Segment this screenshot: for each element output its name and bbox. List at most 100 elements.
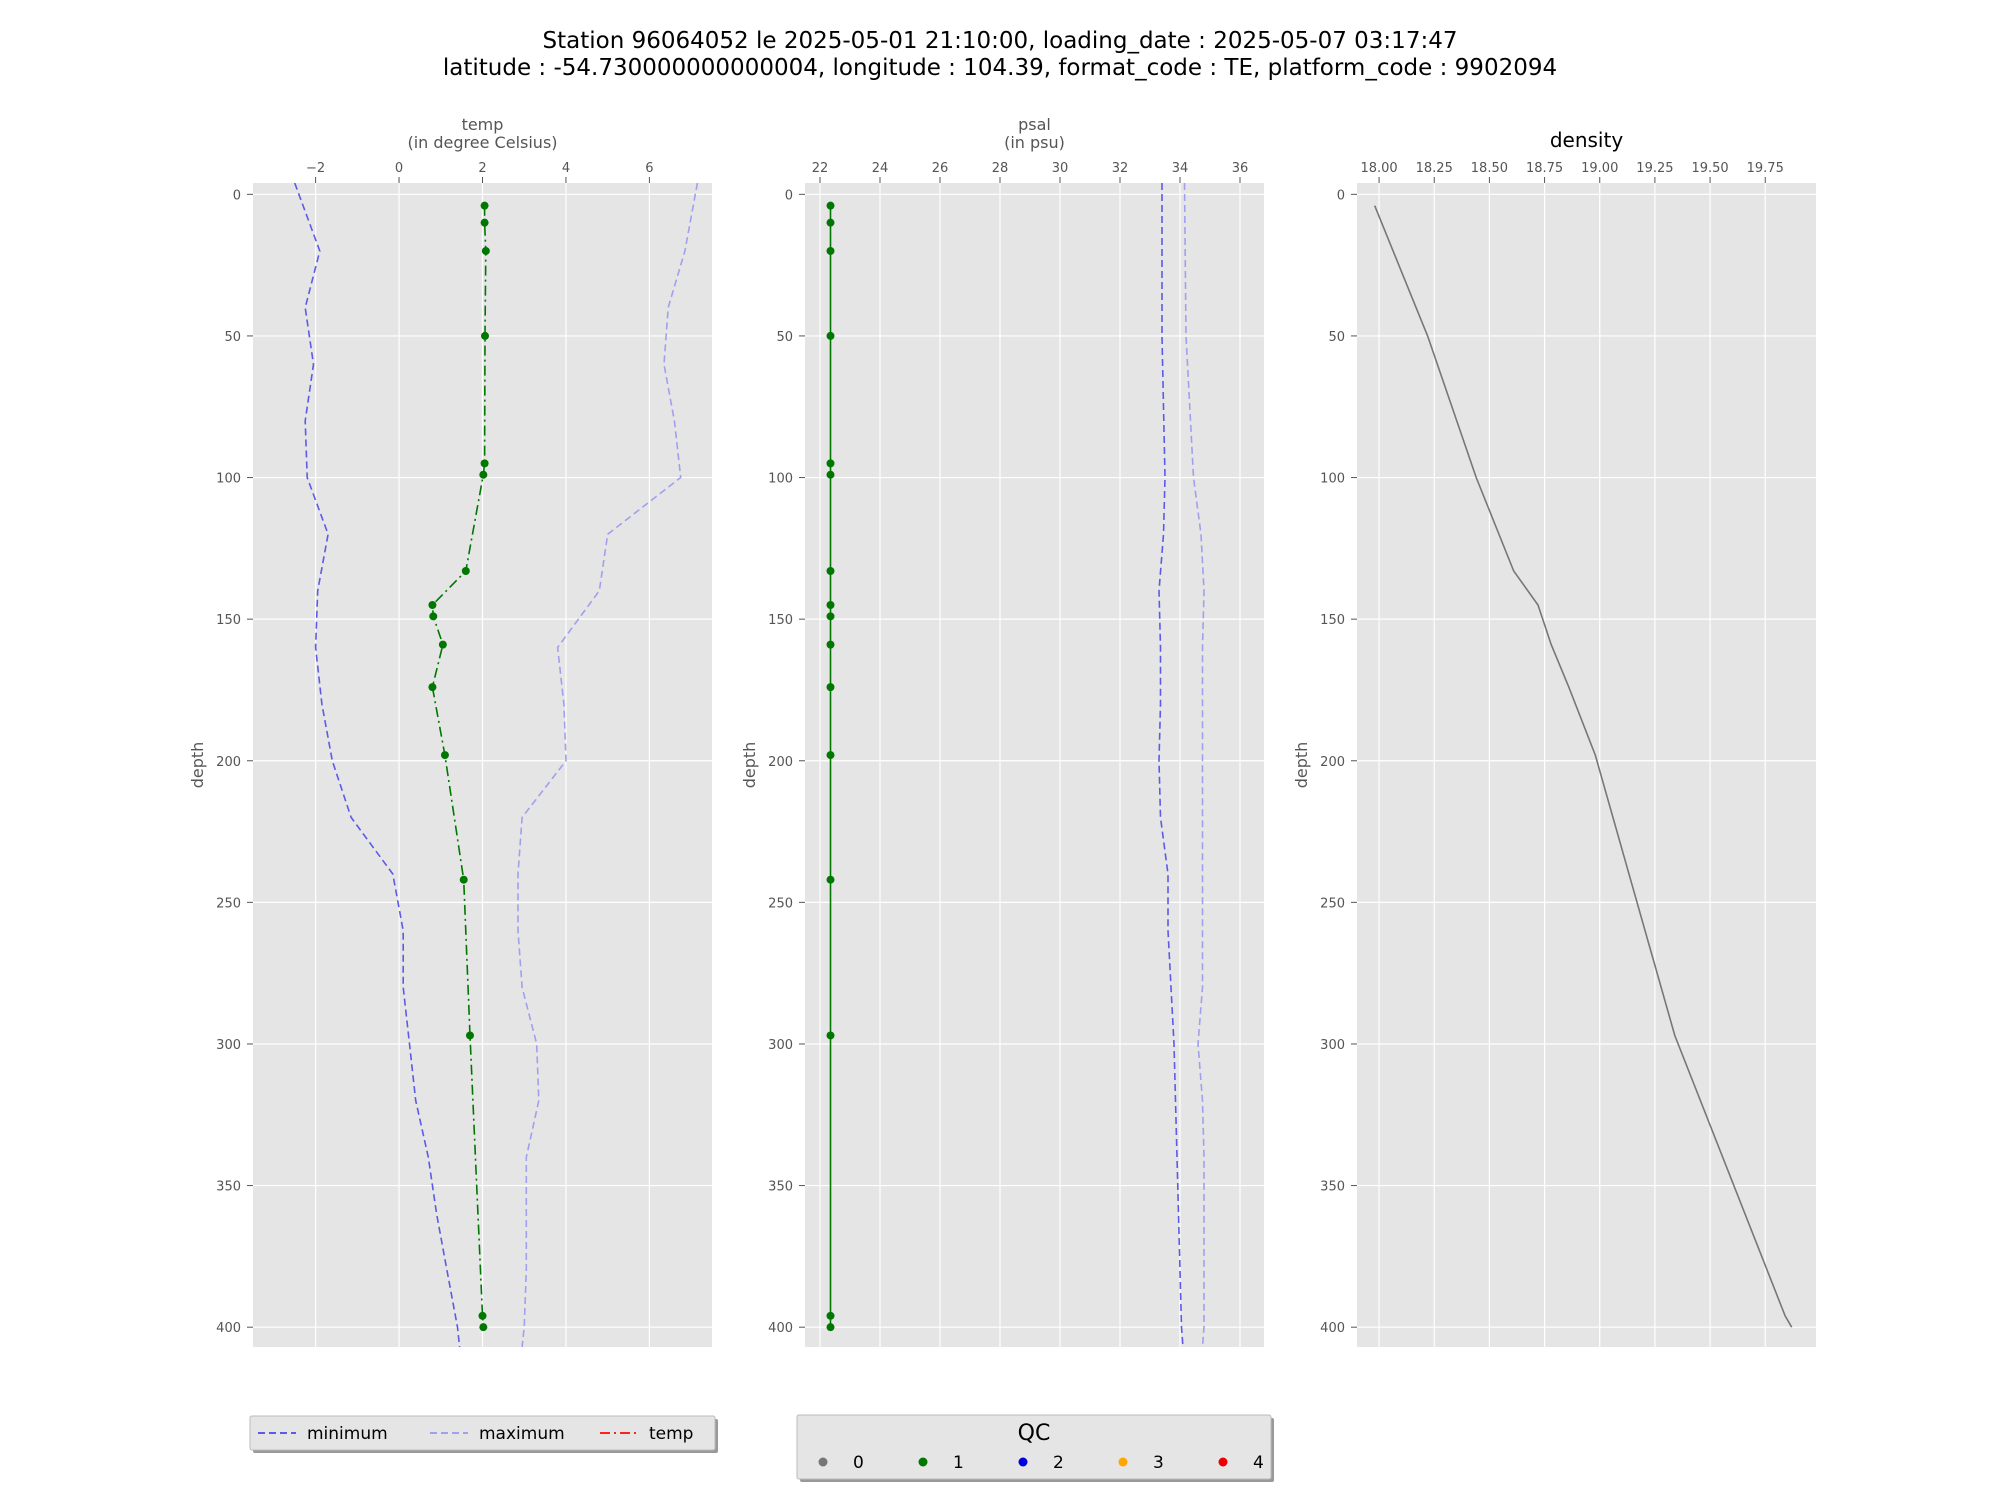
qc-legend-marker-2 [1018,1457,1028,1467]
density-ytick-label: 400 [1320,1321,1345,1336]
qc-legend-marker-1 [918,1457,928,1467]
legend-line-minimum-label: minimum [307,1424,388,1444]
temp-xaxis-label: temp [462,115,504,134]
temp-xtick-label: −2 [306,161,325,176]
density-xtick-label: 18.25 [1416,161,1453,176]
psal-xtick-label: 36 [1232,161,1249,176]
psal-profile-panel: 22 24 26 28 30 32 34 36 0 50 100 150 200 250 300 350 400… [740,115,1264,1347]
psal-data-point [826,567,835,575]
temp-data-point [478,1311,487,1320]
psal-xaxis-label: psal [1018,115,1051,134]
density-xtick-label: 19.00 [1581,161,1618,176]
temp-series-temp-line [431,205,487,1328]
psal-series-group [826,183,1205,1347]
qc-legend-label-2: 2 [1053,1453,1064,1473]
psal-plot-area [805,183,1264,1347]
temp-ytick-label: 100 [216,472,241,487]
psal-ytick-label: 50 [776,330,793,345]
density-yaxis-label: depth [1292,742,1311,789]
psal-xtick-label: 22 [812,161,829,176]
psal-data-point [826,1311,835,1320]
temp-xtick-label: 4 [562,161,570,176]
density-xtick-label: 19.25 [1636,161,1673,176]
legend-line-maximum-label: maximum [479,1424,565,1444]
temp-data-point [481,246,490,255]
psal-xtick-label: 32 [1112,161,1129,176]
density-series-group [1373,205,1793,1328]
density-xtick-label: 18.75 [1526,161,1563,176]
psal-xtick-label: 24 [872,161,889,176]
temp-data-point [465,1031,474,1040]
temp-data-point [481,331,490,340]
temp-profile-panel: −2 0 2 4 6 0 50 100 150 200 250 300 350 400 temp(in de… [188,115,712,1347]
psal-data-point [826,683,835,692]
psal-xtick-label: 30 [1052,161,1069,176]
qc-legend-label-3: 3 [1153,1453,1164,1473]
temp-ytick-label: 250 [216,896,241,911]
psal-data-point [826,751,835,760]
temp-data-point [480,201,489,210]
qc-legend-marker-3 [1118,1457,1128,1467]
temp-series-group [293,183,699,1347]
density-panel-title: density [1550,128,1623,152]
temp-data-point [461,567,470,575]
temp-ytick-label: 0 [233,188,241,203]
density-xtick-label: 18.50 [1471,161,1508,176]
qc-legend-label-0: 0 [853,1453,864,1473]
temp-xtick-label: 6 [645,161,653,176]
temp-data-point [480,218,489,227]
density-plot-area [1357,183,1816,1347]
psal-data-point [826,612,835,621]
density-xtick-label: 19.75 [1747,161,1784,176]
density-ytick-label: 350 [1320,1180,1345,1195]
legend-box [249,1415,716,1451]
temp-data-point [479,470,488,479]
psal-data-point [826,331,835,340]
psal-xaxis-unit: (in psu) [1004,133,1065,152]
qc-legend-box [796,1414,1272,1480]
temp-ytick-label: 200 [216,755,241,770]
psal-ytick-label: 150 [768,613,793,628]
temp-ytick-label: 400 [216,1321,241,1336]
temp-ytick-label: 50 [224,330,241,345]
psal-data-point [826,201,835,210]
density-series-density-line [1373,205,1793,1328]
psal-yaxis-label: depth [740,742,759,789]
qc-legend-label-1: 1 [953,1453,964,1473]
psal-ytick-label: 100 [768,472,793,487]
qc-legend-marker-0 [818,1457,828,1467]
psal-xtick-label: 34 [1172,161,1189,176]
line-style-legend: minimum maximum temp [249,1415,718,1453]
temp-xaxis-unit: (in degree Celsius) [407,133,557,152]
density-ytick-label: 300 [1320,1038,1345,1053]
density-profile-panel: 18.00 18.25 18.50 18.75 19.00 19.25 19.50 19.75… [1292,128,1816,1347]
psal-data-point [826,470,835,479]
density-ytick-label: 250 [1320,896,1345,911]
psal-data-point [826,218,835,227]
legend-line-temp-label: temp [649,1424,693,1444]
temp-data-point [438,640,447,649]
temp-yaxis-label: depth [188,742,207,789]
density-ytick-label: 0 [1337,188,1345,203]
psal-data-point [826,1031,835,1040]
psal-xtick-label: 26 [932,161,949,176]
qc-legend-marker-4 [1218,1457,1228,1467]
temp-data-point [428,600,437,609]
psal-ytick-label: 250 [768,896,793,911]
psal-data-point [826,459,835,468]
psal-ytick-label: 200 [768,755,793,770]
density-ytick-label: 100 [1320,472,1345,487]
temp-series-maximum-line [517,183,699,1347]
temp-data-point [429,612,438,621]
temp-data-point [459,875,468,884]
psal-xtick-label: 28 [992,161,1009,176]
temp-data-point [480,459,489,468]
psal-ytick-label: 300 [768,1038,793,1053]
temp-xtick-label: 2 [478,161,486,176]
psal-ytick-label: 0 [785,188,793,203]
density-xtick-label: 18.00 [1360,161,1397,176]
psal-data-point [826,1323,835,1332]
temp-xtick-label: 0 [395,161,403,176]
temp-ytick-label: 300 [216,1038,241,1053]
